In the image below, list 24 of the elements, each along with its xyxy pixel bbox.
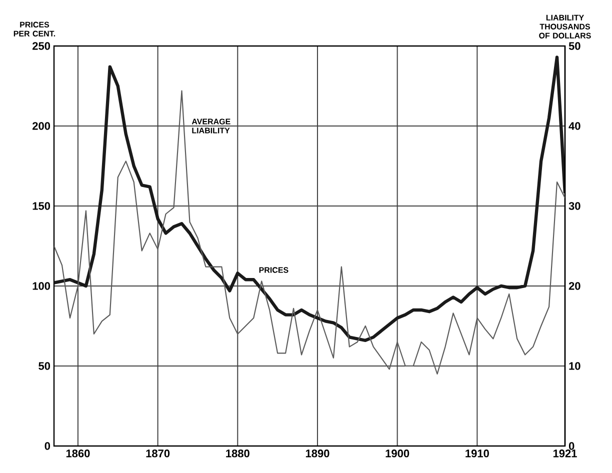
y-tick-label: 200 bbox=[32, 122, 50, 130]
series-label: AVERAGE LIABILITY bbox=[192, 118, 230, 134]
y-tick-label: 100 bbox=[32, 282, 50, 290]
x-tick-label: 1870 bbox=[146, 450, 170, 458]
x-tick-label: 1860 bbox=[66, 450, 90, 458]
y2-axis-title: LIABILITY THOUSANDS OF DOLLARS bbox=[539, 14, 591, 38]
y-tick-label: 150 bbox=[32, 202, 50, 210]
x-tick-label: 1921 bbox=[553, 450, 577, 458]
y-axis-title: PRICES PER CENT. bbox=[14, 22, 56, 36]
y2-tick-label: 50 bbox=[568, 42, 580, 50]
y2-tick-label: 20 bbox=[568, 282, 580, 290]
y2-tick-label: 30 bbox=[568, 202, 580, 210]
y2-tick-label: 0 bbox=[568, 442, 574, 450]
series-label: PRICES bbox=[259, 267, 288, 273]
y2-tick-label: 40 bbox=[568, 122, 580, 130]
x-tick-label: 1910 bbox=[466, 450, 489, 458]
line-series bbox=[54, 56, 565, 342]
x-tick-label: 1880 bbox=[226, 450, 250, 458]
y-tick-label: 50 bbox=[38, 362, 50, 370]
y-tick-label: 250 bbox=[32, 42, 50, 50]
x-tick-label: 1900 bbox=[386, 450, 410, 458]
y2-tick-label: 10 bbox=[569, 362, 580, 370]
y-tick-label: 0 bbox=[44, 442, 50, 450]
x-tick-label: 1890 bbox=[306, 450, 330, 458]
